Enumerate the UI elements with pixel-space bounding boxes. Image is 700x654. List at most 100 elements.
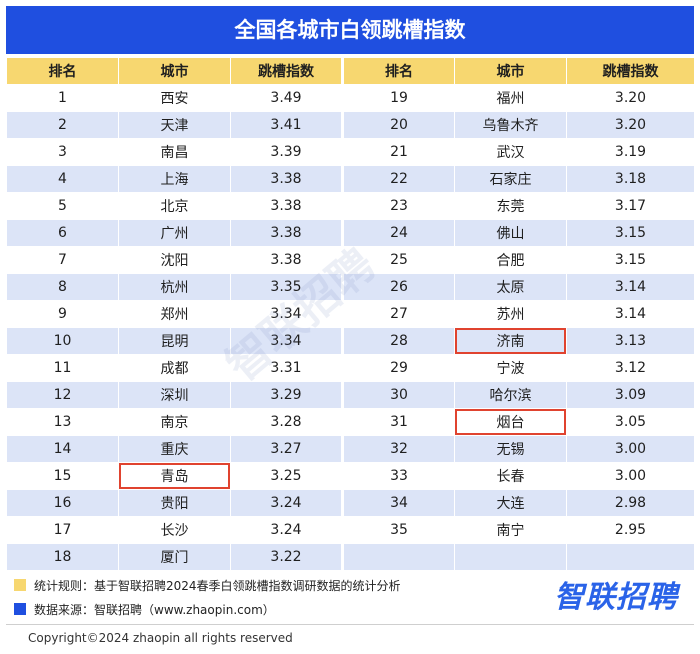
left-index-cell: 3.31 [230, 354, 343, 382]
right-rank-cell: 32 [341, 435, 455, 463]
right-city-cell [454, 543, 567, 571]
left-rank-cell: 3 [6, 138, 119, 166]
right-index-cell: 3.09 [566, 381, 695, 409]
table-row: 12 深圳 3.29 30 哈尔滨 3.09 [6, 381, 695, 409]
left-city-cell: 贵阳 [118, 489, 231, 517]
left-index-cell: 3.28 [230, 408, 343, 436]
right-city-cell: 石家庄 [454, 165, 567, 193]
left-index-cell: 3.27 [230, 435, 343, 463]
left-city-cell: 广州 [118, 219, 231, 247]
left-rank-cell: 9 [6, 300, 119, 328]
left-index-cell: 3.24 [230, 489, 343, 517]
left-index-cell: 3.25 [230, 462, 343, 490]
left-rank-cell: 5 [6, 192, 119, 220]
right-city-cell: 无锡 [454, 435, 567, 463]
left-index-cell: 3.22 [230, 543, 343, 571]
table-row: 5 北京 3.38 23 东莞 3.17 [6, 192, 695, 220]
table-body: 1 西安 3.49 19 福州 3.20 2 天津 3.41 20 乌鲁木齐 3.20 3 南昌 3.39 2… [6, 84, 695, 571]
left-city-cell: 重庆 [118, 435, 231, 463]
left-city-cell: 南京 [118, 408, 231, 436]
table-row: 18 厦门 3.22 [6, 543, 695, 571]
zhaopin-logo: 智联招聘 [554, 580, 678, 615]
left-city-cell: 南昌 [118, 138, 231, 166]
left-rank-cell: 17 [6, 516, 119, 544]
left-city-cell: 昆明 [118, 327, 231, 355]
note-source: 数据来源：智联招聘（www.zhaopin.com） [14, 597, 401, 621]
table-row: 6 广州 3.38 24 佛山 3.15 [6, 219, 695, 247]
left-city-cell: 厦门 [118, 543, 231, 571]
right-city-cell: 长春 [454, 462, 567, 490]
right-rank-cell: 31 [341, 408, 455, 436]
right-city-cell: 佛山 [454, 219, 567, 247]
right-index-cell: 3.18 [566, 165, 695, 193]
right-index-cell: 3.17 [566, 192, 695, 220]
right-rank-cell: 30 [341, 381, 455, 409]
left-rank-cell: 14 [6, 435, 119, 463]
header-city-right: 城市 [454, 57, 567, 85]
left-rank-cell: 12 [6, 381, 119, 409]
blue-square-icon [14, 603, 26, 615]
left-city-cell: 天津 [118, 111, 231, 139]
right-index-cell: 3.00 [566, 462, 695, 490]
left-city-cell: 西安 [118, 84, 231, 112]
table-row: 11 成都 3.31 29 宁波 3.12 [6, 354, 695, 382]
right-index-cell: 3.00 [566, 435, 695, 463]
left-index-cell: 3.29 [230, 381, 343, 409]
left-city-cell: 北京 [118, 192, 231, 220]
left-city-cell: 沈阳 [118, 246, 231, 274]
header-rank-right: 排名 [341, 57, 455, 85]
notes-section: 统计规则：基于智联招聘2024春季白领跳槽指数调研数据的统计分析 数据来源：智联… [14, 573, 401, 621]
right-rank-cell [341, 543, 455, 571]
left-index-cell: 3.38 [230, 219, 343, 247]
ranking-table: 排名 城市 跳槽指数 排名 城市 跳槽指数 1 西安 3.49 19 福州 3.20 2 天津… [6, 57, 695, 571]
right-index-cell [566, 543, 695, 571]
left-city-cell: 成都 [118, 354, 231, 382]
table-row: 1 西安 3.49 19 福州 3.20 [6, 84, 695, 112]
footer-divider [6, 624, 694, 625]
table-row: 14 重庆 3.27 32 无锡 3.00 [6, 435, 695, 463]
left-index-cell: 3.38 [230, 246, 343, 274]
left-rank-cell: 13 [6, 408, 119, 436]
right-index-cell: 2.98 [566, 489, 695, 517]
left-city-cell: 长沙 [118, 516, 231, 544]
right-city-cell: 合肥 [454, 246, 567, 274]
right-rank-cell: 34 [341, 489, 455, 517]
right-rank-cell: 25 [341, 246, 455, 274]
note-rule: 统计规则：基于智联招聘2024春季白领跳槽指数调研数据的统计分析 [14, 573, 401, 597]
right-index-cell: 3.14 [566, 300, 695, 328]
copyright-text: Copyright©2024 zhaopin all rights reserv… [28, 631, 293, 645]
left-rank-cell: 18 [6, 543, 119, 571]
right-rank-cell: 26 [341, 273, 455, 301]
right-index-cell: 3.20 [566, 84, 695, 112]
table-row: 8 杭州 3.35 26 太原 3.14 [6, 273, 695, 301]
right-city-cell: 乌鲁木齐 [454, 111, 567, 139]
left-rank-cell: 7 [6, 246, 119, 274]
header-index-right: 跳槽指数 [566, 57, 695, 85]
right-city-cell: 武汉 [454, 138, 567, 166]
left-rank-cell: 15 [6, 462, 119, 490]
right-rank-cell: 21 [341, 138, 455, 166]
right-index-cell: 2.95 [566, 516, 695, 544]
left-index-cell: 3.34 [230, 327, 343, 355]
right-city-cell: 福州 [454, 84, 567, 112]
left-city-cell: 上海 [118, 165, 231, 193]
right-index-cell: 3.15 [566, 219, 695, 247]
table-row: 7 沈阳 3.38 25 合肥 3.15 [6, 246, 695, 274]
right-rank-cell: 29 [341, 354, 455, 382]
right-index-cell: 3.13 [566, 327, 695, 355]
left-index-cell: 3.39 [230, 138, 343, 166]
left-city-cell: 杭州 [118, 273, 231, 301]
header-index-left: 跳槽指数 [230, 57, 343, 85]
table-row: 9 郑州 3.34 27 苏州 3.14 [6, 300, 695, 328]
left-index-cell: 3.38 [230, 192, 343, 220]
left-index-cell: 3.38 [230, 165, 343, 193]
right-rank-cell: 24 [341, 219, 455, 247]
right-rank-cell: 35 [341, 516, 455, 544]
left-rank-cell: 4 [6, 165, 119, 193]
right-city-cell: 大连 [454, 489, 567, 517]
right-city-cell: 苏州 [454, 300, 567, 328]
right-rank-cell: 22 [341, 165, 455, 193]
left-rank-cell: 2 [6, 111, 119, 139]
right-rank-cell: 23 [341, 192, 455, 220]
left-index-cell: 3.35 [230, 273, 343, 301]
